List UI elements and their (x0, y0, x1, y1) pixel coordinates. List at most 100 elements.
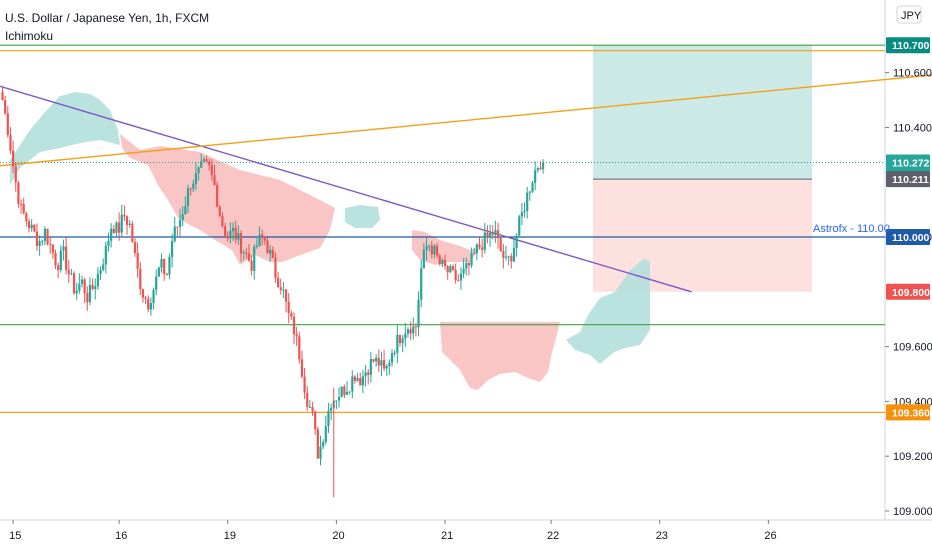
candle[interactable] (59, 245, 62, 273)
price-tag-109.360[interactable]: 109.360 (886, 404, 930, 421)
candle-body[interactable] (414, 326, 417, 328)
candle-body[interactable] (420, 268, 423, 300)
candle[interactable] (22, 197, 25, 215)
candle[interactable] (303, 367, 306, 399)
candle-body[interactable] (178, 219, 182, 227)
position-zones[interactable] (593, 45, 812, 292)
candle-body[interactable] (385, 366, 388, 369)
candle[interactable] (308, 400, 311, 409)
candle-body[interactable] (314, 411, 317, 430)
candle[interactable] (184, 196, 187, 215)
candle[interactable] (504, 245, 508, 261)
candle[interactable] (491, 225, 494, 240)
candle-body[interactable] (67, 269, 70, 275)
candle-body[interactable] (139, 268, 142, 290)
candle[interactable] (12, 140, 15, 174)
candle-body[interactable] (189, 188, 192, 190)
candle-body[interactable] (396, 334, 399, 353)
candle[interactable] (473, 247, 476, 255)
candle[interactable] (441, 258, 444, 268)
candle-body[interactable] (539, 167, 542, 169)
price-tag-box[interactable] (886, 404, 930, 421)
candle-body[interactable] (372, 359, 375, 362)
candle[interactable] (499, 238, 502, 252)
candle-body[interactable] (263, 236, 266, 241)
candle[interactable] (290, 310, 293, 321)
candle[interactable] (277, 271, 280, 288)
candle-body[interactable] (359, 378, 362, 386)
candle[interactable] (314, 410, 317, 435)
candle[interactable] (510, 253, 513, 269)
candle-body[interactable] (35, 231, 39, 246)
candle-body[interactable] (19, 203, 23, 205)
candle-body[interactable] (94, 286, 97, 290)
currency-badge[interactable]: JPY (901, 10, 922, 22)
candle-body[interactable] (369, 359, 372, 375)
candle[interactable] (523, 202, 526, 218)
candle-body[interactable] (186, 188, 190, 207)
candle-body[interactable] (361, 376, 364, 386)
candle-body[interactable] (279, 287, 282, 290)
candle[interactable] (526, 186, 529, 219)
candle-body[interactable] (523, 210, 526, 213)
candle[interactable] (197, 166, 200, 181)
candle-body[interactable] (229, 231, 232, 239)
candle-body[interactable] (128, 223, 131, 225)
candle-body[interactable] (33, 224, 36, 232)
candle-body[interactable] (12, 150, 15, 167)
candle[interactable] (428, 244, 431, 252)
candle-body[interactable] (308, 406, 311, 408)
candle[interactable] (465, 257, 468, 276)
candle-body[interactable] (433, 245, 436, 255)
candle[interactable] (340, 386, 343, 398)
candle[interactable] (425, 237, 428, 261)
candle[interactable] (361, 370, 364, 394)
price-tag-110.000[interactable]: 110.000 (886, 229, 930, 245)
candle[interactable] (345, 381, 349, 396)
candle[interactable] (406, 326, 410, 338)
candle[interactable] (4, 95, 7, 116)
candle-body[interactable] (443, 260, 447, 267)
candle[interactable] (14, 162, 17, 192)
candle-body[interactable] (417, 299, 420, 328)
candle[interactable] (131, 221, 134, 243)
candle-body[interactable] (30, 224, 33, 229)
candle[interactable] (189, 187, 192, 196)
candle[interactable] (51, 244, 54, 259)
candle[interactable] (502, 243, 505, 269)
astrofx-annotation[interactable]: Astrofx - 110.00 (813, 223, 890, 235)
candle-body[interactable] (239, 233, 243, 254)
candle[interactable] (528, 190, 531, 201)
candle[interactable] (110, 223, 113, 248)
candle[interactable] (120, 204, 123, 238)
candle-body[interactable] (451, 266, 455, 270)
candle-body[interactable] (62, 246, 65, 251)
candle[interactable] (380, 351, 383, 377)
candle[interactable] (438, 253, 441, 266)
candle-body[interactable] (205, 159, 208, 162)
candle-body[interactable] (335, 400, 338, 402)
candle[interactable] (33, 224, 36, 233)
candle-body[interactable] (478, 244, 481, 248)
candle[interactable] (496, 222, 500, 249)
candle-body[interactable] (298, 336, 301, 360)
candle-body[interactable] (9, 135, 12, 151)
candle-body[interactable] (17, 182, 20, 204)
candle-body[interactable] (176, 226, 179, 228)
candle-body[interactable] (353, 376, 357, 381)
candle[interactable] (123, 205, 126, 222)
candle[interactable] (372, 358, 375, 363)
candle[interactable] (481, 238, 484, 258)
candle-body[interactable] (231, 227, 235, 232)
candle-body[interactable] (348, 391, 351, 393)
candle[interactable] (234, 220, 237, 244)
candle[interactable] (202, 156, 205, 163)
candle[interactable] (147, 295, 150, 313)
candle-body[interactable] (356, 378, 359, 381)
candle[interactable] (282, 281, 285, 299)
candle-body[interactable] (258, 234, 261, 246)
candle[interactable] (359, 372, 362, 386)
candle[interactable] (271, 246, 274, 259)
horizontal-levels[interactable] (0, 0, 885, 413)
candle-body[interactable] (475, 244, 478, 254)
